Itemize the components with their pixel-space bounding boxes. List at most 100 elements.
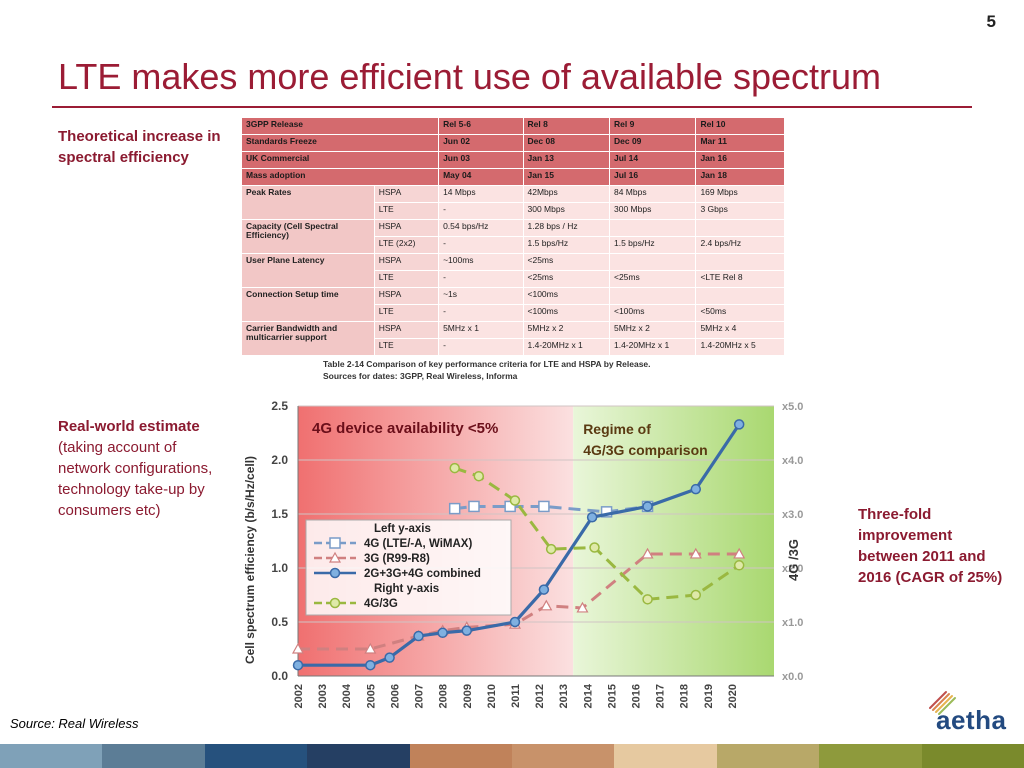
table-cell: - bbox=[438, 202, 524, 220]
data-point bbox=[413, 630, 424, 642]
data-point bbox=[468, 500, 480, 513]
table-tech-cell: HSPA bbox=[373, 253, 440, 271]
table-cell: 1.5 bps/Hz bbox=[522, 236, 610, 254]
x-tick-label: 2002 bbox=[293, 684, 305, 708]
y-tick-label: 2.0 bbox=[271, 453, 288, 467]
performance-table: 3GPP Release Rel 5-6 Rel 8 Rel 9 Rel 10 Stand… bbox=[240, 117, 785, 356]
x-tick-label: 2005 bbox=[365, 684, 377, 708]
data-point bbox=[586, 511, 598, 523]
theoretical-note: Theoretical increase in spectral efficie… bbox=[58, 128, 221, 166]
table-cell: 14 Mbps bbox=[438, 185, 524, 203]
table-header-cell: Rel 8 bbox=[522, 117, 610, 135]
data-point bbox=[329, 567, 341, 579]
legend-label: 2G+3G+4G combined bbox=[364, 568, 481, 580]
footer-segment bbox=[307, 744, 410, 768]
table-header-cell: Rel 5-6 bbox=[438, 117, 524, 135]
table-cell: ~100ms bbox=[438, 253, 524, 271]
table-cell: 1.5 bps/Hz bbox=[608, 236, 697, 254]
table-row: Capacity (Cell Spectral Efficiency) HSPA 0… bbox=[241, 219, 785, 254]
series-2g-3g-4g-combined bbox=[292, 419, 745, 671]
x-tick-label: 2017 bbox=[655, 684, 667, 708]
x-tick-label: 2010 bbox=[486, 684, 498, 708]
x-tick-label: 2011 bbox=[510, 684, 522, 708]
table-tech-cell: HSPA bbox=[373, 287, 440, 305]
data-point bbox=[642, 501, 653, 512]
table-header-cell: Rel 10 bbox=[695, 117, 785, 135]
x-tick-label: 2020 bbox=[727, 684, 739, 708]
x-tick-label: 2012 bbox=[534, 684, 546, 708]
region-comparison bbox=[573, 406, 774, 676]
table-cell: 1.28 bps / Hz bbox=[522, 219, 610, 237]
x-tick-label: 2007 bbox=[414, 684, 426, 708]
table-cell: 1.4-20MHz x 1 bbox=[522, 338, 610, 356]
data-point bbox=[364, 642, 377, 654]
threefold-note: Three-fold improvement between 2011 and … bbox=[858, 506, 1003, 586]
x-tick-label: 2015 bbox=[606, 684, 618, 708]
table-tech-cell: LTE bbox=[373, 304, 440, 322]
data-point bbox=[540, 599, 553, 611]
table-cell: <100ms bbox=[522, 287, 610, 305]
table-cell: - bbox=[438, 304, 524, 322]
table-row: Carrier Bandwidth and multicarrier suppo… bbox=[241, 321, 785, 356]
realworld-note-bold: Real-world estimate bbox=[58, 418, 200, 435]
y-tick-label: 2.5 bbox=[271, 399, 288, 413]
table-row: Mass adoption May 04 Jan 15 Jul 16 Jan 18 bbox=[240, 168, 785, 186]
table-cell bbox=[608, 253, 697, 271]
data-point bbox=[733, 560, 745, 571]
table-tech-cell: HSPA bbox=[373, 185, 440, 203]
table-row-label: UK Commercial bbox=[240, 151, 440, 169]
data-point bbox=[576, 601, 589, 613]
table-row: Connection Setup time HSPA ~1s <100ms bbox=[241, 287, 785, 322]
legend-left-axis-title: Left y-axis bbox=[374, 523, 431, 535]
data-point bbox=[328, 551, 342, 563]
table-row-label: Capacity (Cell Spectral Efficiency) bbox=[241, 219, 375, 254]
legend-right-axis-title: Right y-axis bbox=[374, 583, 439, 595]
y2-tick-label: x0.0 bbox=[782, 671, 803, 683]
series-line bbox=[454, 504, 648, 514]
table-cell: ~1s bbox=[438, 287, 524, 305]
table-cell: - bbox=[438, 270, 524, 288]
footer-segment bbox=[921, 744, 1024, 768]
table-tech-cell: HSPA bbox=[373, 219, 440, 237]
x-tick-label: 2018 bbox=[679, 684, 691, 708]
table-cell: 300 Mbps bbox=[522, 202, 610, 220]
region-label-comparison: Regime of bbox=[583, 421, 651, 437]
slide-title: LTE makes more efficient use of availabl… bbox=[58, 56, 882, 97]
table-cell: <25ms bbox=[608, 270, 697, 288]
table-cell bbox=[695, 287, 785, 305]
aetha-logo-icon bbox=[929, 691, 956, 715]
region-label-comparison: 4G/3G comparison bbox=[583, 442, 707, 458]
table-cell bbox=[608, 219, 697, 237]
y2-tick-label: x2.0 bbox=[782, 563, 803, 575]
data-point bbox=[545, 543, 557, 555]
aetha-logo-text: aetha bbox=[936, 705, 1007, 735]
table-row: Standards Freeze Jun 02 Dec 08 Dec 09 Mar 11 bbox=[240, 134, 785, 152]
legend-label: 3G (R99-R8) bbox=[364, 553, 430, 565]
table-cell: 5MHz x 4 bbox=[695, 321, 785, 339]
table-row: LTE (2x2) -1.5 bps/Hz 1.5 bps/Hz 2.4 bps/Hz bbox=[242, 236, 785, 254]
title-divider bbox=[52, 106, 972, 108]
footer-segment bbox=[102, 744, 205, 768]
x-tick-label: 2019 bbox=[703, 684, 715, 708]
footer-segment bbox=[204, 744, 308, 768]
legend-box bbox=[305, 519, 512, 616]
data-point bbox=[292, 659, 304, 671]
table-cell: 5MHz x 2 bbox=[608, 321, 697, 339]
y-tick-label: 0.0 bbox=[271, 669, 288, 683]
y2-axis-label: 4G /3G bbox=[786, 539, 801, 581]
data-point bbox=[690, 483, 702, 495]
x-tick-label: 2003 bbox=[317, 684, 329, 708]
table-cell: 1.4-20MHz x 5 bbox=[695, 338, 785, 356]
table-caption-line1: Table 2-14 Comparison of key performance… bbox=[323, 359, 651, 369]
table-cell: Jan 15 bbox=[522, 168, 610, 186]
table-tech-cell: HSPA bbox=[373, 321, 440, 339]
data-point bbox=[509, 616, 521, 628]
footer-segment bbox=[819, 744, 922, 768]
data-point bbox=[538, 500, 550, 513]
table-caption: Table 2-14 Comparison of key performance… bbox=[323, 358, 651, 382]
table-cell: <100ms bbox=[608, 304, 697, 322]
y-tick-label: 1.5 bbox=[271, 507, 288, 521]
table-tech-cell: LTE (2x2) bbox=[373, 236, 440, 254]
table-cell: 5MHz x 1 bbox=[438, 321, 524, 339]
table-row-label: Mass adoption bbox=[240, 168, 440, 186]
